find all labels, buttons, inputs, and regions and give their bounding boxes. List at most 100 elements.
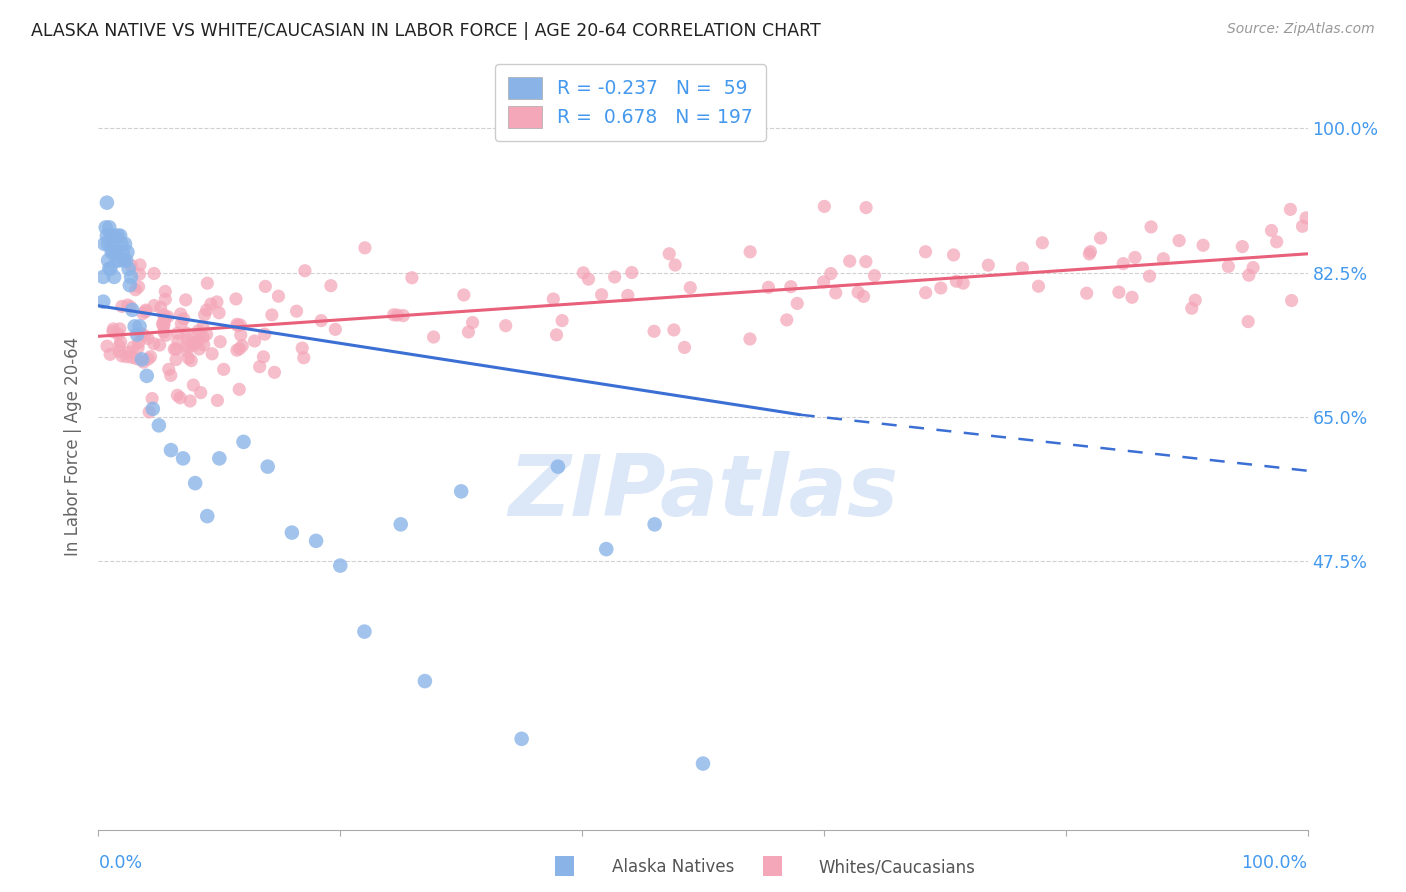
Point <box>1279 202 1302 217</box>
Point <box>195 276 218 290</box>
Point <box>945 274 967 288</box>
Point <box>124 319 146 334</box>
Point <box>111 299 134 313</box>
Point <box>120 300 142 314</box>
Point <box>120 259 142 273</box>
Point <box>176 326 198 341</box>
Point <box>134 304 156 318</box>
Point <box>228 383 250 397</box>
Point <box>1237 268 1260 283</box>
Point <box>942 248 965 262</box>
Point <box>758 280 780 294</box>
Point <box>291 341 314 355</box>
Point <box>543 292 565 306</box>
Point <box>100 245 122 260</box>
Point <box>212 362 235 376</box>
Point <box>1241 260 1264 275</box>
Point <box>108 228 131 243</box>
Point <box>208 306 231 320</box>
Point <box>852 289 875 303</box>
Point <box>1076 286 1098 301</box>
Point <box>254 279 277 293</box>
Point <box>225 292 247 306</box>
Point <box>309 313 332 327</box>
Point <box>91 294 114 309</box>
Point <box>294 264 316 278</box>
Point <box>173 311 195 326</box>
Point <box>1090 231 1112 245</box>
Point <box>183 378 205 392</box>
Point <box>96 339 118 353</box>
Point <box>1139 269 1161 284</box>
Point <box>195 327 218 342</box>
Point <box>855 201 877 215</box>
Point <box>96 195 118 210</box>
Point <box>205 294 228 309</box>
Point <box>495 318 517 333</box>
Point <box>1291 219 1313 234</box>
Point <box>305 533 328 548</box>
Point <box>139 350 162 364</box>
Point <box>243 334 266 348</box>
Point <box>232 434 254 449</box>
Point <box>103 228 125 243</box>
Point <box>152 308 174 322</box>
Point <box>165 342 187 356</box>
Point <box>382 308 405 322</box>
Point <box>644 517 666 532</box>
Point <box>91 269 114 284</box>
Point <box>1168 234 1191 248</box>
Point <box>180 353 202 368</box>
Point <box>135 303 157 318</box>
Point <box>846 285 869 300</box>
Point <box>267 289 290 303</box>
Point <box>776 313 799 327</box>
Point <box>176 339 198 353</box>
Point <box>353 624 375 639</box>
Text: Source: ZipAtlas.com: Source: ZipAtlas.com <box>1227 22 1375 37</box>
Point <box>128 280 150 294</box>
Point <box>155 310 177 325</box>
Point <box>200 297 222 311</box>
Point <box>354 241 377 255</box>
Point <box>108 339 131 353</box>
Point <box>547 459 569 474</box>
Point <box>1192 238 1215 252</box>
Point <box>149 338 172 352</box>
Point <box>157 362 180 376</box>
Point <box>461 316 484 330</box>
Point <box>118 278 141 293</box>
Point <box>692 756 714 771</box>
Point <box>107 327 129 342</box>
Point <box>107 228 129 243</box>
Point <box>422 330 444 344</box>
Point <box>103 269 125 284</box>
Point <box>226 318 249 333</box>
Point <box>401 270 423 285</box>
Point <box>172 451 194 466</box>
Point <box>193 338 215 352</box>
Point <box>142 336 165 351</box>
Point <box>977 258 1000 272</box>
Point <box>163 342 186 356</box>
Point <box>184 335 207 350</box>
Point <box>281 525 304 540</box>
Point <box>1260 223 1282 237</box>
Point <box>1011 261 1033 276</box>
Point <box>148 418 170 433</box>
Point <box>929 281 952 295</box>
Point <box>229 318 252 332</box>
Point <box>325 322 347 336</box>
Point <box>101 325 124 339</box>
Point <box>181 335 204 350</box>
Text: Alaska Natives: Alaska Natives <box>612 858 734 876</box>
Point <box>153 317 176 331</box>
Point <box>1028 279 1050 293</box>
Point <box>127 341 149 355</box>
Text: 0.0%: 0.0% <box>98 855 142 872</box>
Point <box>824 285 846 300</box>
Point <box>201 347 224 361</box>
Point <box>595 542 617 557</box>
Point <box>1281 293 1303 308</box>
Point <box>118 345 141 359</box>
